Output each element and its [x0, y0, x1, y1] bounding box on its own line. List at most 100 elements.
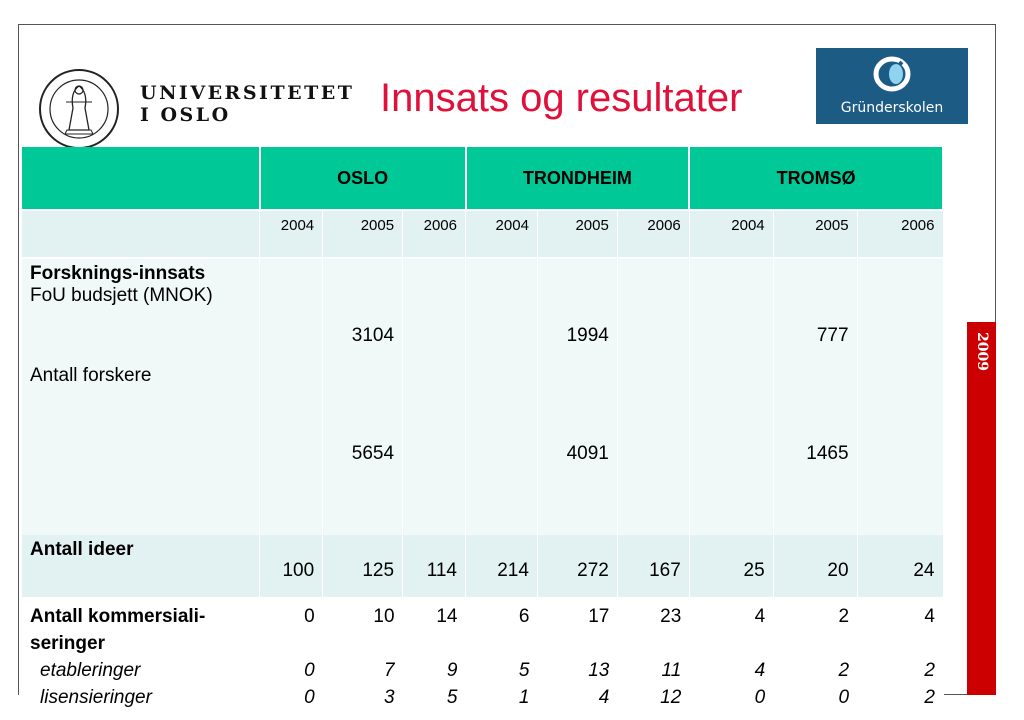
year-cell: 2005	[537, 210, 618, 259]
year-cell: 2004	[259, 210, 324, 259]
results-table: OSLO TRONDHEIM TROMSØ 2004 2005 2006 200…	[22, 147, 944, 711]
ideas-value: 25	[689, 535, 774, 597]
year-badge: 2009	[974, 332, 990, 371]
ideas-value: 20	[773, 535, 858, 597]
commercial-value: 23	[660, 606, 682, 627]
ideas-value: 125	[322, 535, 404, 597]
research-row: Forsknings-innsats FoU budsjett (MNOK) A…	[22, 258, 944, 535]
empty-cell	[857, 258, 944, 535]
year-row: 2004 2005 2006 2004 2005 2006 2004 2005 …	[22, 210, 944, 259]
ideas-label: Antall ideer	[22, 535, 261, 597]
commercial-col: 6 5 1	[465, 597, 538, 711]
budget-label: FoU budsjett (MNOK)	[30, 285, 213, 306]
empty-cell	[689, 258, 774, 535]
commercial-col: 0 0 0	[259, 597, 323, 711]
research-heading: Forsknings-innsats	[30, 263, 206, 284]
research-label-cell: Forsknings-innsats FoU budsjett (MNOK) A…	[22, 258, 261, 535]
lisensieringer-value: 4	[598, 687, 610, 708]
commercial-label-line2: seringer	[30, 633, 105, 654]
etableringer-value: 7	[383, 660, 395, 681]
lisensieringer-value: 3	[383, 687, 395, 708]
ideas-value: 100	[259, 535, 324, 597]
oslo-researchers-value: 5654	[351, 443, 395, 464]
grunderskolen-logo-text: Gründerskolen	[840, 100, 944, 116]
grunderskolen-logo: Gründerskolen	[816, 48, 968, 124]
empty-cell	[259, 258, 324, 535]
commercial-value: 2	[838, 606, 850, 627]
tromso-research-cell: 777 1465	[773, 258, 858, 535]
university-name-line2: I OSLO	[140, 104, 231, 126]
lisensieringer-value: 0	[304, 687, 315, 708]
commercial-value: 14	[436, 606, 458, 627]
etableringer-value: 13	[588, 660, 610, 681]
header-empty-cell	[22, 147, 261, 211]
lisensieringer-value: 5	[446, 687, 458, 708]
trondheim-budget-value: 1994	[566, 325, 609, 346]
etableringer-value: 2	[838, 660, 850, 681]
commercial-value: 4	[924, 606, 935, 627]
group-oslo: OSLO	[259, 147, 467, 211]
tromso-researchers-value: 1465	[806, 443, 849, 464]
commercial-label-cell: Antall kommersiali- seringer etableringe…	[22, 597, 260, 711]
sub-label-etableringer: etableringer	[40, 660, 141, 681]
etableringer-value: 0	[304, 660, 315, 681]
etableringer-value: 2	[924, 660, 935, 681]
empty-cell	[402, 258, 466, 535]
oslo-research-cell: 3104 5654	[322, 258, 404, 535]
ideas-value: 214	[465, 535, 538, 597]
year-cell: 2005	[322, 210, 404, 259]
commercial-label-line1: Antall kommersiali-	[30, 606, 206, 627]
ideas-value: 167	[617, 535, 690, 597]
lisensieringer-value: 1	[518, 687, 530, 708]
lisensieringer-value: 0	[754, 687, 766, 708]
slide-title: Innsats og resultater	[380, 76, 743, 120]
trondheim-research-cell: 1994 4091	[537, 258, 618, 535]
commercial-value: 17	[588, 606, 610, 627]
year-cell: 2006	[402, 210, 466, 259]
commercial-value: 6	[518, 606, 530, 627]
university-name-line1: UNIVERSITETET	[140, 82, 355, 104]
researchers-label: Antall forskere	[30, 365, 152, 386]
commercial-col: 10 7 3	[322, 597, 403, 711]
commercial-row: Antall kommersiali- seringer etableringe…	[22, 597, 943, 711]
lisensieringer-value: 0	[838, 687, 850, 708]
oslo-budget-value: 3104	[351, 325, 395, 346]
commercial-col: 2 2 0	[773, 597, 858, 711]
group-tromso: TROMSØ	[689, 147, 944, 211]
group-trondheim: TRONDHEIM	[465, 147, 691, 211]
empty-cell	[617, 258, 690, 535]
tromso-budget-value: 777	[816, 325, 849, 346]
etableringer-value: 4	[754, 660, 766, 681]
commercial-value: 10	[373, 606, 395, 627]
commercial-value: 0	[304, 606, 315, 627]
trondheim-researchers-value: 4091	[566, 443, 609, 464]
etableringer-value: 5	[518, 660, 530, 681]
commercial-col: 4 2 2	[857, 597, 943, 711]
year-strip: 2009	[967, 322, 996, 695]
year-cell: 2006	[617, 210, 690, 259]
etableringer-value: 9	[446, 660, 458, 681]
ideas-value: 272	[537, 535, 618, 597]
ideas-value: 114	[402, 535, 466, 597]
etableringer-value: 11	[661, 660, 682, 681]
lisensieringer-value: 12	[660, 687, 682, 708]
commercial-col: 23 11 12	[617, 597, 690, 711]
commercial-col: 14 9 5	[402, 597, 466, 711]
year-cell: 2004	[689, 210, 774, 259]
year-cell: 2006	[857, 210, 944, 259]
ideas-row: Antall ideer 100 125 114 214 272 167 25 …	[22, 535, 944, 597]
sub-label-lisensieringer: lisensieringer	[40, 687, 152, 708]
table-header-row: OSLO TRONDHEIM TROMSØ	[22, 147, 944, 211]
grunderskolen-emblem-icon	[873, 56, 911, 92]
commercial-col: 17 13 4	[537, 597, 618, 711]
year-empty-cell	[22, 210, 261, 259]
year-cell: 2004	[465, 210, 538, 259]
commercial-col: 4 4 0	[689, 597, 774, 711]
empty-cell	[465, 258, 538, 535]
lisensieringer-value: 2	[924, 687, 935, 708]
commercial-value: 4	[754, 606, 766, 627]
university-seal-icon	[39, 69, 119, 149]
university-name: UNIVERSITETET I OSLO	[140, 82, 354, 126]
ideas-value: 24	[857, 535, 944, 597]
year-cell: 2005	[773, 210, 858, 259]
